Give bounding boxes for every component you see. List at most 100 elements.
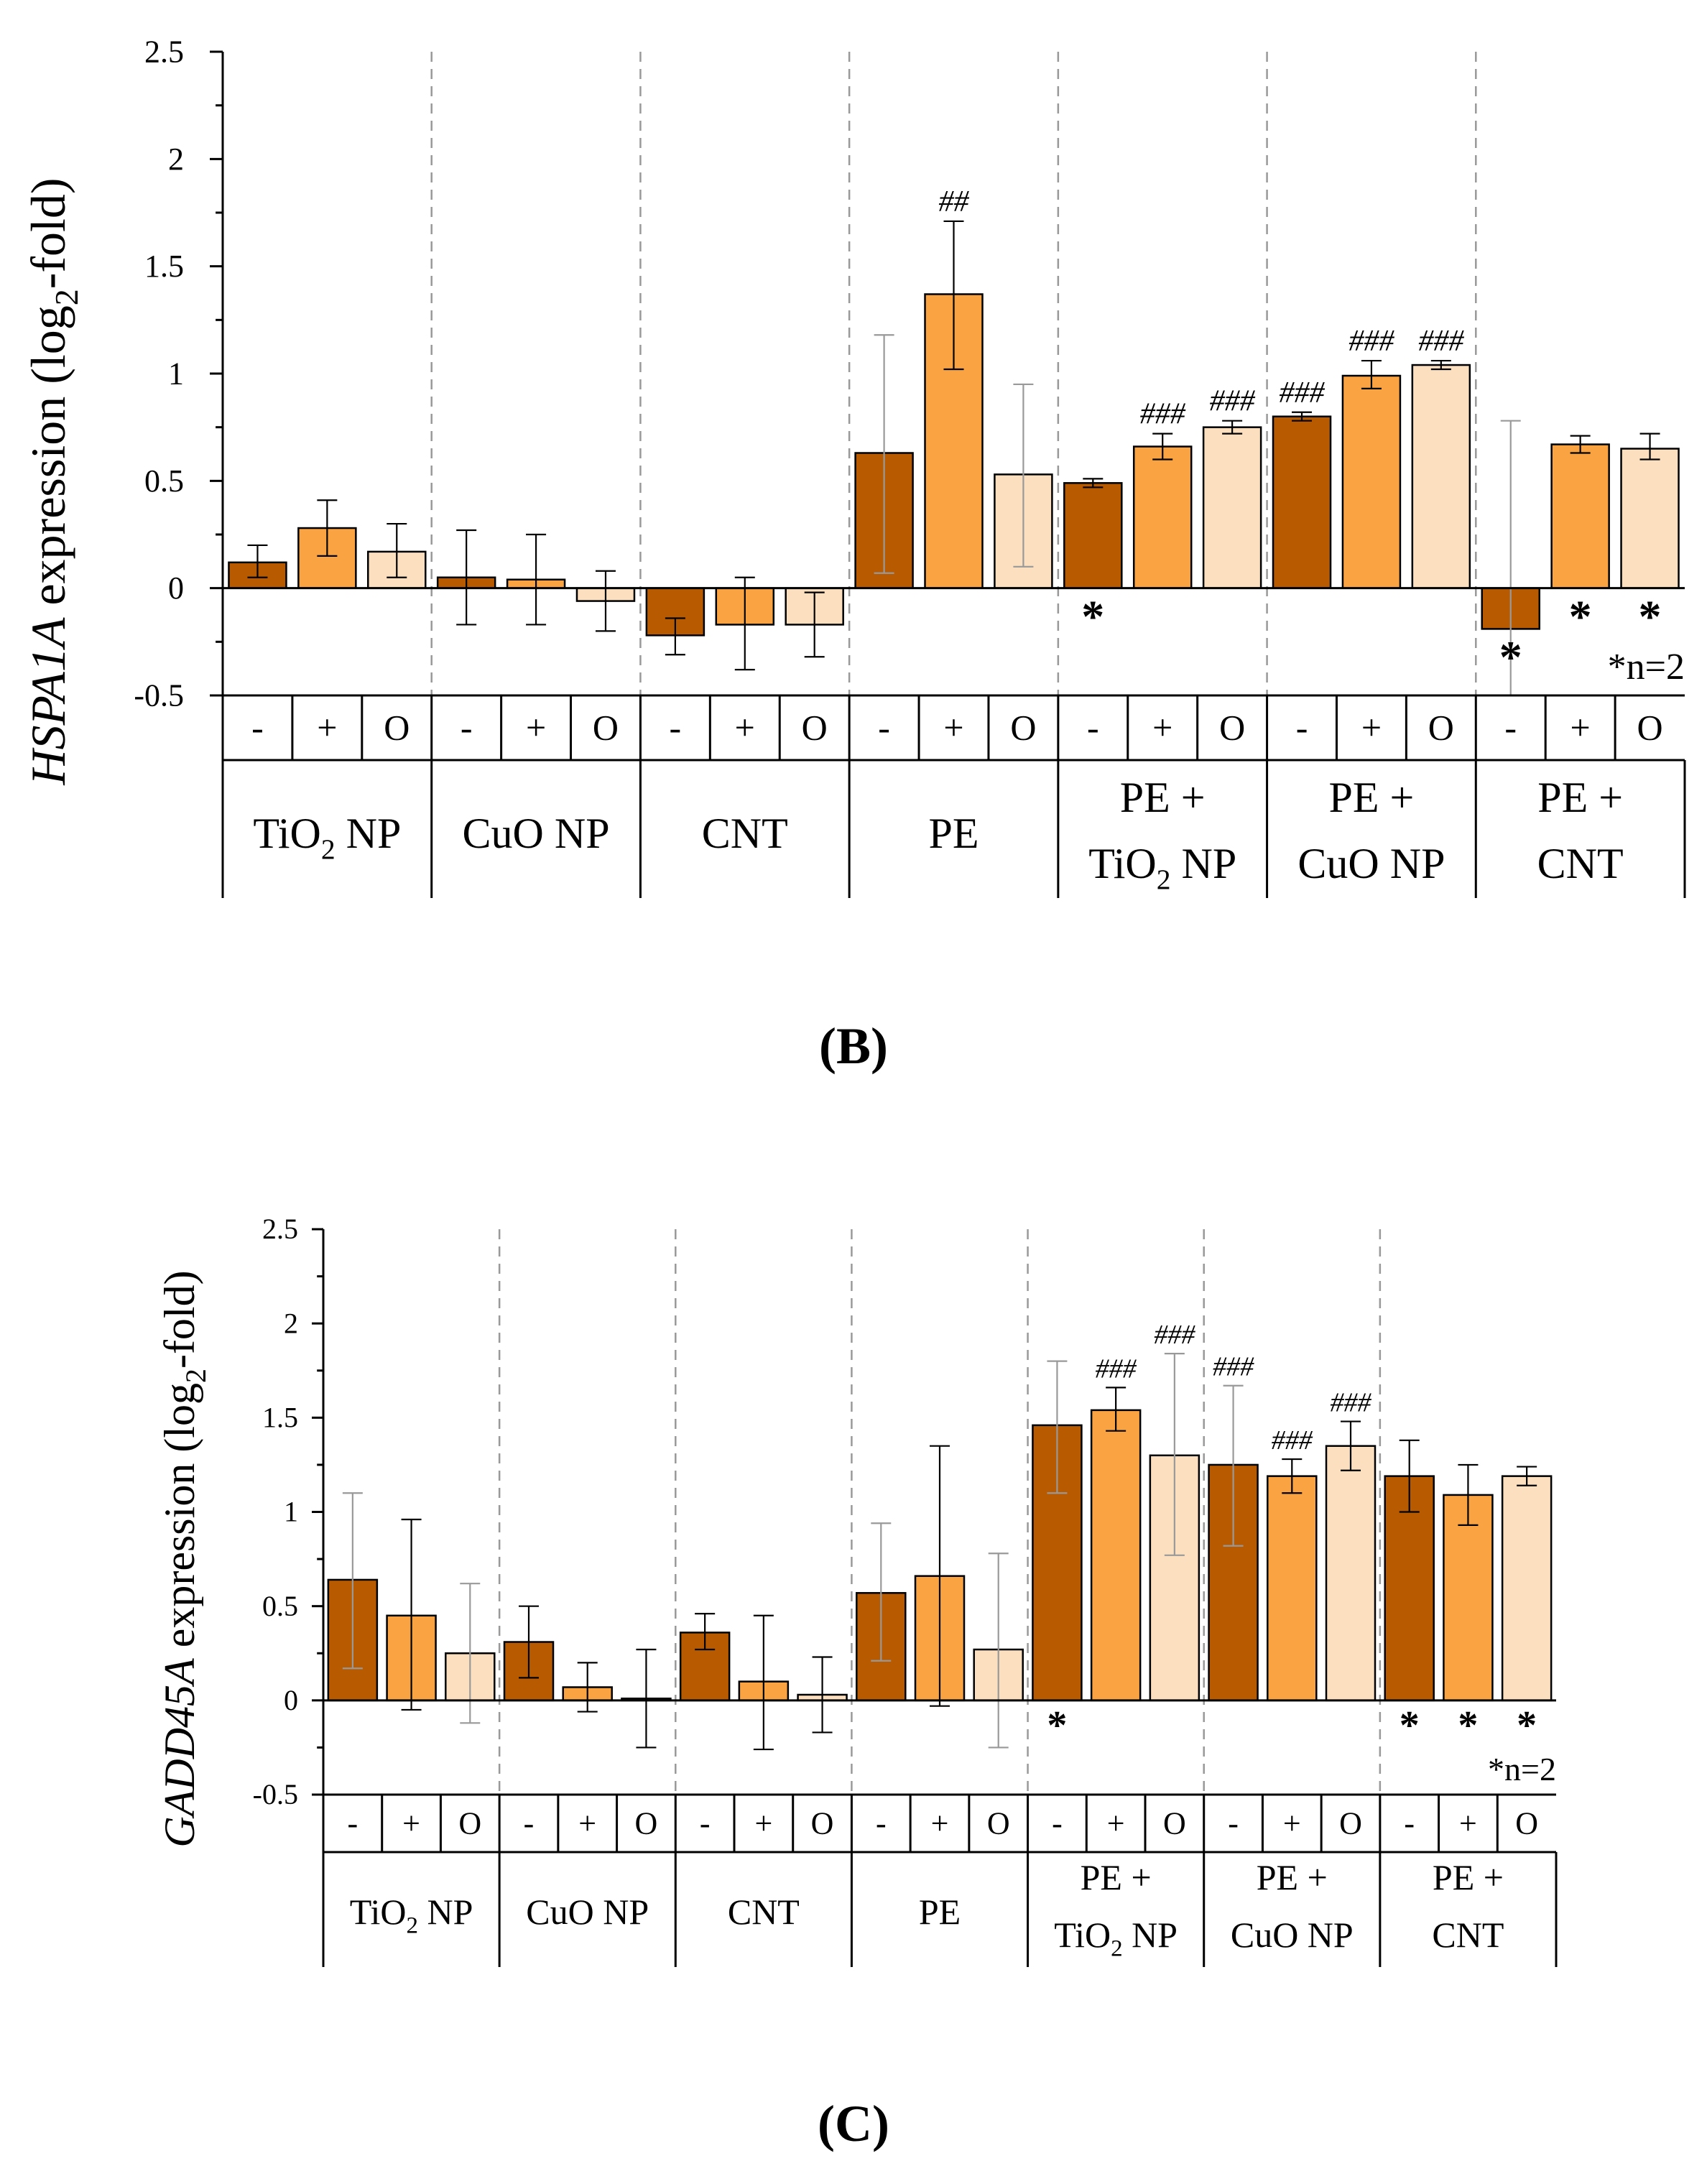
condition-label: O bbox=[811, 1806, 834, 1841]
condition-label: + bbox=[578, 1806, 596, 1841]
condition-label: - bbox=[524, 1806, 535, 1841]
panel-b-plot: 2.5 2 1.5 1 0.5 0 -0.5 ## * ### ### ### ### ### * * * *n=… bbox=[134, 34, 1686, 898]
condition-label: + bbox=[1107, 1806, 1125, 1841]
significance-label: ### bbox=[1272, 1425, 1313, 1456]
significance-label: ### bbox=[1210, 385, 1256, 418]
panel-b-label: (B) bbox=[819, 1017, 888, 1075]
condition-label: - bbox=[700, 1806, 711, 1841]
bar bbox=[1411, 364, 1471, 589]
significance-label: ### bbox=[1140, 398, 1186, 431]
y-tick-label: -0.5 bbox=[134, 678, 184, 713]
bar bbox=[1501, 1475, 1553, 1702]
category-label: TiO2 NP bbox=[350, 1892, 473, 1939]
y-tick-label: 0 bbox=[284, 1684, 298, 1716]
condition-label: + bbox=[735, 708, 755, 748]
bar bbox=[1341, 374, 1402, 589]
panel-b-chart: 2.5 2 1.5 1 0.5 0 -0.5 ## * ### ### ### ### ### * * * *n=… bbox=[21, 34, 1686, 1075]
asterisk-mark: * bbox=[1400, 1703, 1420, 1748]
panel-c-plot: 2.521.510.50-0.5*###############* * **n=2-… bbox=[253, 1213, 1558, 1967]
category-label: PE bbox=[928, 810, 979, 857]
asterisk-mark: * bbox=[1047, 1703, 1067, 1748]
condition-label: - bbox=[1504, 708, 1517, 748]
bar bbox=[1202, 426, 1262, 589]
y-tick-label: 1 bbox=[284, 1496, 298, 1528]
condition-label: O bbox=[802, 708, 828, 748]
category-label-line2: TiO2 NP bbox=[1088, 840, 1236, 895]
asterisk-mark: * bbox=[1499, 631, 1522, 682]
asterisk-mark: * bbox=[1569, 591, 1592, 642]
n-note: *n=2 bbox=[1608, 647, 1685, 688]
condition-label: O bbox=[1515, 1806, 1538, 1841]
y-tick-label: 1 bbox=[168, 356, 184, 392]
condition-label: O bbox=[1637, 708, 1662, 748]
category-label-line2: CNT bbox=[1537, 840, 1624, 887]
bar bbox=[1090, 1409, 1142, 1702]
category-label: PE bbox=[919, 1892, 961, 1932]
condition-label: - bbox=[876, 1806, 887, 1841]
condition-label: + bbox=[1152, 708, 1172, 748]
y-tick-label: -0.5 bbox=[253, 1778, 298, 1810]
panel-c-y-axis-label: GADD45A expression (log2-fold) bbox=[156, 1270, 212, 1847]
category-label-line2: TiO2 NP bbox=[1054, 1915, 1178, 1962]
significance-label: ### bbox=[1154, 1320, 1195, 1350]
y-tick-label: 2 bbox=[168, 142, 184, 177]
condition-label: O bbox=[1428, 708, 1454, 748]
category-label: PE + bbox=[1081, 1857, 1152, 1897]
y-tick-label: 1.5 bbox=[262, 1402, 298, 1434]
condition-label: + bbox=[1361, 708, 1382, 748]
category-label: CNT bbox=[702, 810, 788, 857]
significance-label: ### bbox=[1349, 325, 1394, 358]
condition-label: + bbox=[526, 708, 546, 748]
condition-label: - bbox=[878, 708, 890, 748]
bar bbox=[1267, 1475, 1318, 1702]
condition-label: + bbox=[754, 1806, 772, 1841]
category-label: PE + bbox=[1537, 774, 1623, 821]
condition-label: - bbox=[1087, 708, 1099, 748]
n-note: *n=2 bbox=[1488, 1751, 1556, 1787]
condition-label: O bbox=[1163, 1806, 1186, 1841]
condition-label: O bbox=[458, 1806, 481, 1841]
significance-label: ### bbox=[1096, 1354, 1137, 1384]
condition-label: + bbox=[1283, 1806, 1301, 1841]
asterisk-mark: * bbox=[1639, 591, 1662, 642]
asterisk-mark: * bbox=[1517, 1703, 1537, 1748]
bar bbox=[1272, 415, 1332, 589]
category-label-line2: CuO NP bbox=[1231, 1915, 1354, 1955]
condition-label: - bbox=[251, 708, 264, 748]
y-tick-label: 2.5 bbox=[262, 1213, 298, 1245]
category-label: PE + bbox=[1257, 1857, 1328, 1897]
condition-label: + bbox=[943, 708, 963, 748]
category-label: CuO NP bbox=[463, 810, 610, 857]
bar bbox=[1620, 448, 1680, 589]
condition-label: - bbox=[1228, 1806, 1239, 1841]
condition-label: O bbox=[635, 1806, 658, 1841]
category-label: PE + bbox=[1328, 774, 1414, 821]
bar bbox=[1063, 482, 1123, 589]
condition-label: O bbox=[987, 1806, 1010, 1841]
asterisk-mark: * bbox=[1081, 591, 1104, 642]
category-label: TiO2 NP bbox=[253, 810, 401, 865]
category-label: CNT bbox=[728, 1892, 800, 1932]
condition-label: O bbox=[1339, 1806, 1362, 1841]
significance-label: ### bbox=[1331, 1388, 1372, 1418]
condition-label: + bbox=[1459, 1806, 1477, 1841]
condition-label: - bbox=[1052, 1806, 1063, 1841]
y-tick-label: 2 bbox=[284, 1307, 298, 1339]
y-tick-label: 0 bbox=[168, 570, 184, 606]
asterisk-mark: * bbox=[1458, 1703, 1478, 1748]
category-label-line2: CNT bbox=[1432, 1915, 1504, 1955]
condition-label: - bbox=[461, 708, 473, 748]
category-label: PE + bbox=[1433, 1857, 1504, 1897]
condition-label: O bbox=[384, 708, 410, 748]
condition-label: - bbox=[1296, 708, 1308, 748]
category-label: CuO NP bbox=[526, 1892, 649, 1932]
panel-b-y-axis-label: HSPA1A expression (log2-fold) bbox=[21, 177, 85, 785]
bar bbox=[1325, 1445, 1377, 1702]
y-tick-label: 0.5 bbox=[144, 463, 184, 499]
bar bbox=[1132, 445, 1193, 589]
condition-label: + bbox=[402, 1806, 420, 1841]
condition-label: O bbox=[1010, 708, 1036, 748]
significance-label: ### bbox=[1213, 1352, 1254, 1382]
condition-label: + bbox=[931, 1806, 949, 1841]
